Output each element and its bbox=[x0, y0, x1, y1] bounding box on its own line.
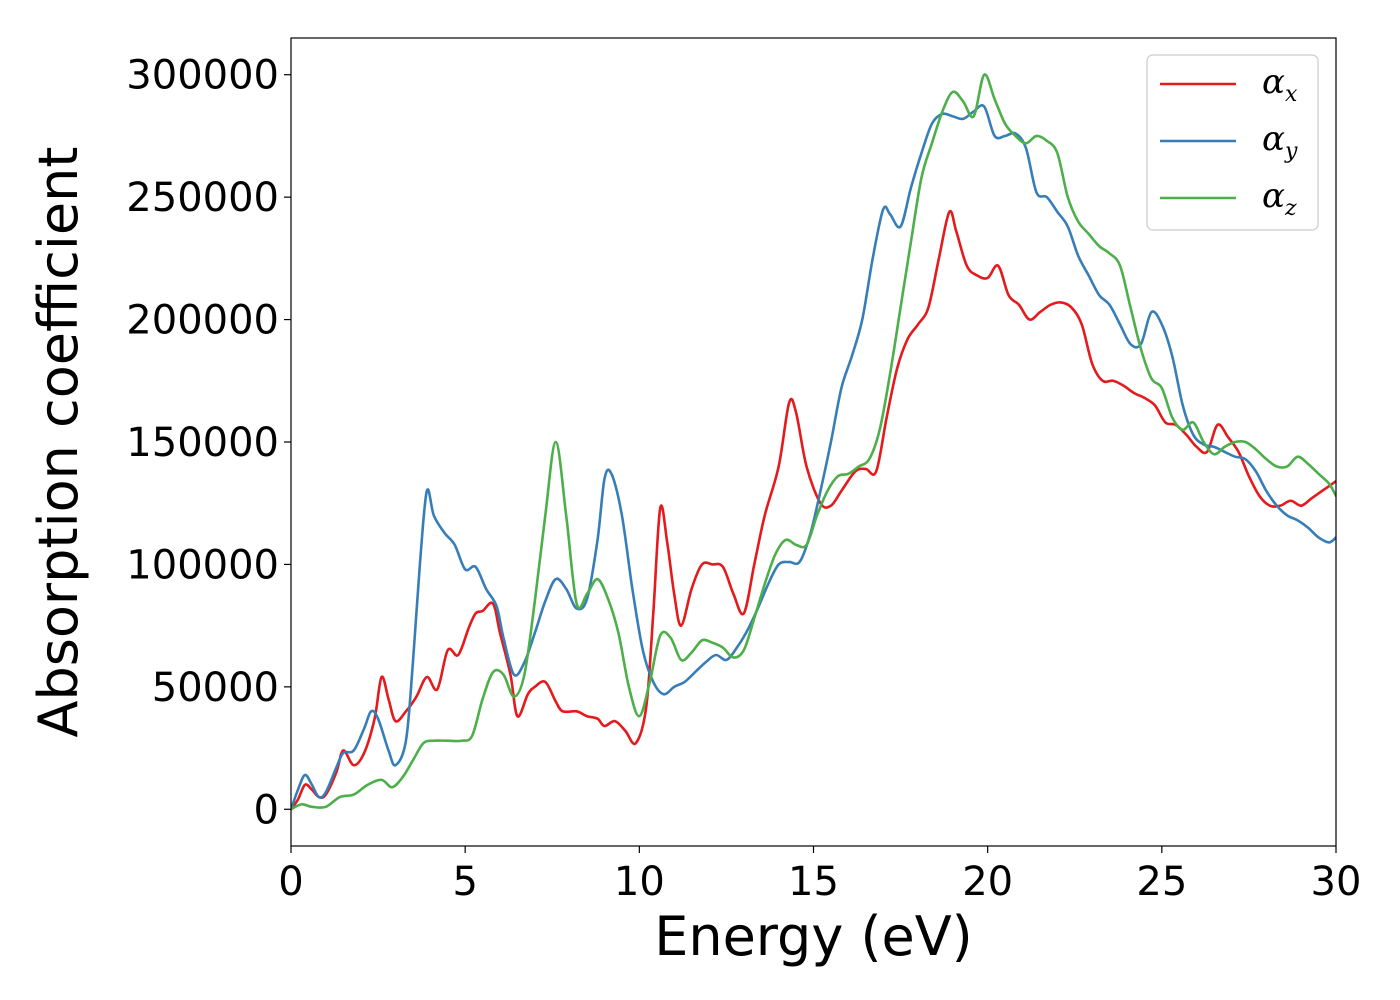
y-tick-label: 300000 bbox=[126, 53, 279, 99]
y-tick-label: 100000 bbox=[126, 542, 279, 588]
series-line-alpha-z bbox=[291, 73, 1336, 811]
x-tick-label: 10 bbox=[614, 859, 665, 905]
x-tick-label: 25 bbox=[1136, 859, 1187, 905]
y-tick-label: 0 bbox=[254, 787, 279, 833]
series-line-alpha-y bbox=[291, 104, 1336, 811]
x-tick-label: 30 bbox=[1311, 859, 1362, 905]
x-axis-title: Energy (eV) bbox=[654, 905, 973, 968]
x-tick-label: 20 bbox=[962, 859, 1013, 905]
legend-box bbox=[1146, 54, 1319, 231]
x-tick-label: 15 bbox=[788, 859, 839, 905]
y-tick-label: 200000 bbox=[126, 298, 279, 344]
series-line-alpha-x bbox=[291, 209, 1336, 811]
y-axis-title: Absorption coefficient bbox=[27, 147, 90, 738]
y-tick-label: 150000 bbox=[126, 420, 279, 466]
series-layer bbox=[291, 73, 1336, 811]
y-tick-label: 250000 bbox=[126, 175, 279, 221]
ticks-layer: 0 5 10 15 20 25 30 0 50000 100000 150000 200000 2500… bbox=[126, 53, 1361, 905]
y-tick-label: 50000 bbox=[152, 665, 279, 711]
x-tick-label: 5 bbox=[452, 859, 477, 905]
x-tick-label: 0 bbox=[278, 859, 303, 905]
